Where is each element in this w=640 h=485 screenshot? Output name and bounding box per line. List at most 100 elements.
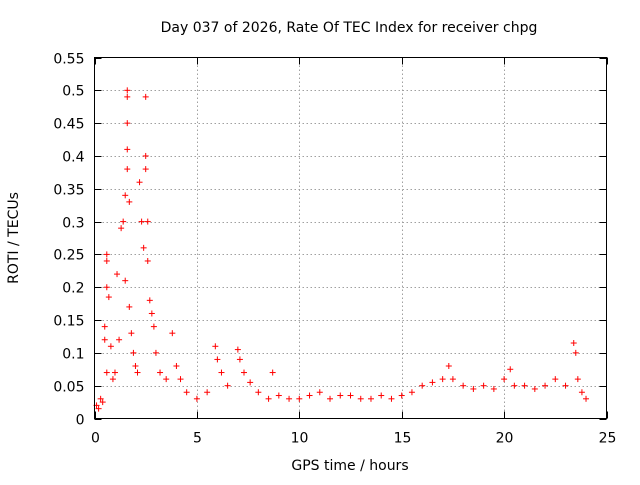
data-point <box>218 369 225 376</box>
data-point <box>419 382 426 389</box>
y-tick-label: 0.3 <box>62 216 84 232</box>
x-tick-label: 25 <box>599 431 617 447</box>
data-point <box>122 192 129 199</box>
data-point <box>132 362 139 369</box>
y-tick-label: 0.25 <box>53 248 84 264</box>
x-tick-label: 0 <box>91 431 100 447</box>
data-point <box>163 376 170 383</box>
data-point <box>398 392 405 399</box>
data-point <box>122 277 129 284</box>
axis-ticks <box>94 57 608 420</box>
data-point <box>214 356 221 363</box>
data-point <box>146 297 153 304</box>
x-tick-label: 10 <box>291 431 309 447</box>
data-point <box>126 198 133 205</box>
data-point <box>357 395 364 402</box>
data-point <box>265 395 272 402</box>
y-tick-label: 0.05 <box>53 380 84 396</box>
data-point <box>142 166 149 173</box>
data-point <box>531 385 538 392</box>
data-point <box>126 303 133 310</box>
x-tick-label: 20 <box>496 431 514 447</box>
data-point <box>316 389 323 396</box>
data-point <box>124 146 131 153</box>
data-point <box>103 257 110 264</box>
data-point <box>97 395 104 402</box>
data-point <box>152 349 159 356</box>
data-point <box>429 379 436 386</box>
data-point <box>124 120 131 127</box>
data-point <box>114 271 121 278</box>
data-point <box>224 382 231 389</box>
data-point <box>118 225 125 232</box>
x-axis-label: GPS time / hours <box>291 458 408 474</box>
data-point <box>103 369 110 376</box>
data-point <box>124 166 131 173</box>
data-point <box>116 336 123 343</box>
data-point <box>144 218 151 225</box>
data-point <box>583 395 590 402</box>
data-point <box>296 395 303 402</box>
data-point <box>445 362 452 369</box>
data-point <box>269 369 276 376</box>
data-point <box>367 395 374 402</box>
data-point <box>124 87 131 94</box>
data-point <box>574 376 581 383</box>
data-point <box>142 93 149 100</box>
data-point <box>169 330 176 337</box>
y-tick-label: 0.1 <box>62 347 84 363</box>
data-point <box>460 382 467 389</box>
axis-tick-labels: 0 0.05 0.1 0.15 0.2 0.25 0.3 0.35 0.4 0.45 0.5 0.55… <box>53 52 616 447</box>
data-point <box>101 323 108 330</box>
data-point <box>193 395 200 402</box>
data-point <box>204 389 211 396</box>
data-point <box>95 405 102 412</box>
data-point <box>275 392 282 399</box>
data-point <box>286 395 293 402</box>
data-point <box>507 366 514 373</box>
plot-frame <box>94 57 607 419</box>
data-point <box>103 251 110 258</box>
y-tick-label: 0.2 <box>62 281 84 297</box>
data-point <box>109 376 116 383</box>
y-tick-label: 0.4 <box>62 150 84 166</box>
x-tick-label: 15 <box>394 431 412 447</box>
x-tick-label: 5 <box>193 431 202 447</box>
y-axis-label: ROTI / TECUs <box>6 192 22 284</box>
data-point <box>327 395 334 402</box>
y-tick-label: 0.55 <box>53 52 84 68</box>
data-point <box>120 218 127 225</box>
data-point <box>511 382 518 389</box>
y-tick-label: 0.15 <box>53 314 84 330</box>
data-point <box>247 379 254 386</box>
data-point <box>570 340 577 347</box>
data-point <box>572 349 579 356</box>
data-point <box>378 392 385 399</box>
data-point <box>552 376 559 383</box>
data-point <box>142 152 149 159</box>
data-points <box>93 87 590 412</box>
grid-lines <box>94 57 607 419</box>
data-point <box>105 294 112 301</box>
data-point <box>140 244 147 251</box>
data-point <box>111 369 118 376</box>
data-point <box>148 310 155 317</box>
data-point <box>542 382 549 389</box>
data-point <box>144 257 151 264</box>
data-point <box>480 382 487 389</box>
data-point <box>439 376 446 383</box>
data-point <box>470 385 477 392</box>
data-point <box>107 343 114 350</box>
data-point <box>578 389 585 396</box>
data-point <box>521 382 528 389</box>
data-point <box>490 385 497 392</box>
y-tick-label: 0 <box>76 413 85 429</box>
data-point <box>306 392 313 399</box>
data-point <box>449 376 456 383</box>
data-point <box>99 399 106 406</box>
data-point <box>255 389 262 396</box>
data-point <box>101 336 108 343</box>
data-point <box>183 389 190 396</box>
data-point <box>173 362 180 369</box>
